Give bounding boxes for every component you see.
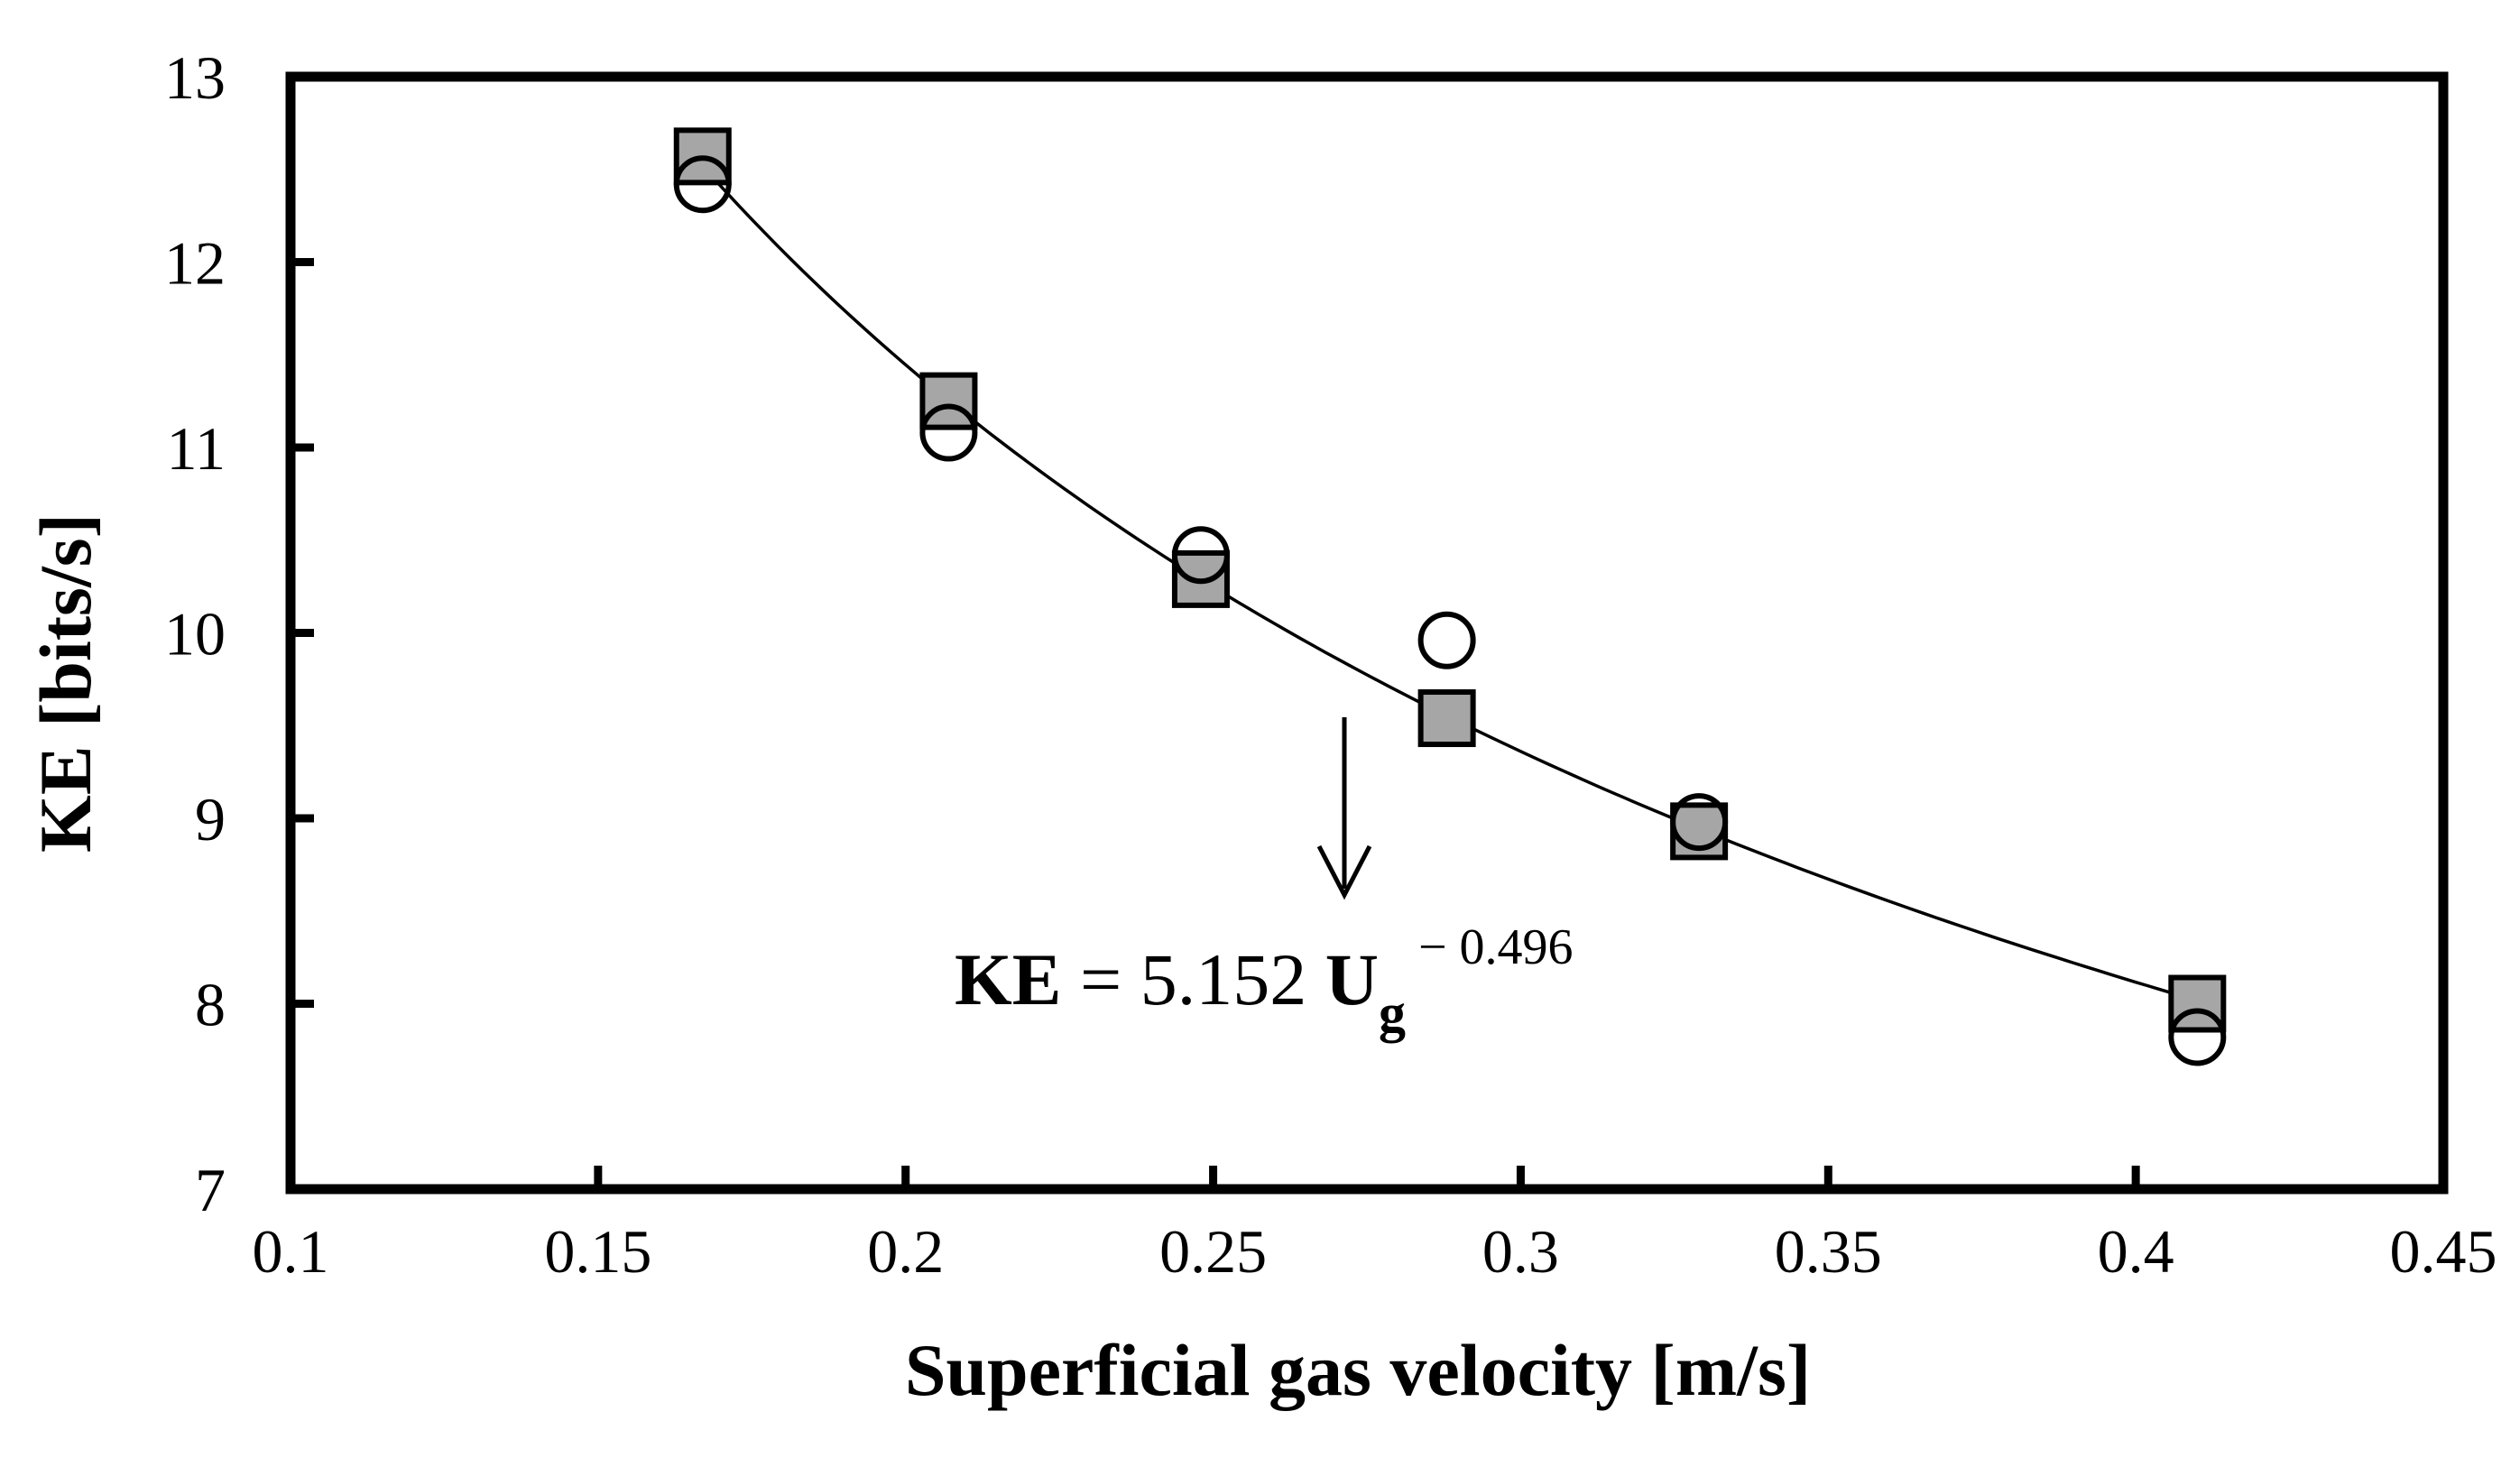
equation-subscript: g bbox=[1379, 983, 1406, 1043]
x-tick-label: 0.45 bbox=[2390, 1217, 2497, 1286]
equation-coefficient: = 5.152 bbox=[1061, 938, 1325, 1020]
fit-curve-group bbox=[701, 165, 2198, 1002]
plot-frame bbox=[285, 71, 2449, 1195]
data-markers bbox=[673, 127, 2227, 1066]
y-axis-title: KE [bits/s] bbox=[24, 513, 106, 853]
x-tick-label: 0.35 bbox=[1775, 1217, 1882, 1286]
y-tick-label: 7 bbox=[195, 1156, 226, 1224]
y-tick-label: 10 bbox=[164, 600, 226, 669]
equation-lhs: KE bbox=[955, 938, 1061, 1020]
x-tick-label: 0.15 bbox=[544, 1217, 651, 1286]
y-tick-label: 9 bbox=[195, 785, 226, 853]
x-tick-label: 0.4 bbox=[2098, 1217, 2174, 1286]
axes bbox=[285, 71, 2449, 1195]
circle-marker bbox=[1417, 611, 1476, 669]
fit-curve bbox=[701, 165, 2198, 1002]
y-tick-label: 13 bbox=[164, 43, 226, 112]
equation-variable: U bbox=[1325, 938, 1379, 1020]
equation-exponent: − 0.496 bbox=[1406, 919, 1574, 975]
fit-equation: KE = 5.152 Ug − 0.496 bbox=[955, 919, 1574, 1043]
square-marker bbox=[919, 372, 978, 430]
x-axis-title: Superficial gas velocity [m/s] bbox=[905, 1329, 1811, 1411]
x-tick-label: 0.3 bbox=[1482, 1217, 1559, 1286]
square-marker bbox=[1417, 689, 1476, 748]
circle-marker bbox=[1670, 793, 1729, 852]
circle-marker bbox=[2168, 1008, 2227, 1066]
equation-annotation: KE = 5.152 Ug − 0.496 bbox=[955, 717, 1574, 1043]
y-tick-label: 12 bbox=[164, 229, 226, 298]
y-tick-label: 11 bbox=[167, 414, 226, 483]
axis-ticks: 0.1 0.15 0.2 0.25 0.3 0.35 0.4 0.45 7 8 9 10 11 12 13 bbox=[164, 43, 2497, 1286]
circle-marker bbox=[673, 155, 732, 214]
circle-marker bbox=[1171, 526, 1230, 585]
y-tick-label: 8 bbox=[195, 971, 226, 1039]
x-tick-label: 0.2 bbox=[867, 1217, 944, 1286]
annotation-arrowhead bbox=[1316, 844, 1372, 900]
circle-marker bbox=[919, 403, 978, 462]
x-tick-label: 0.1 bbox=[253, 1217, 329, 1286]
x-tick-label: 0.25 bbox=[1159, 1217, 1267, 1286]
